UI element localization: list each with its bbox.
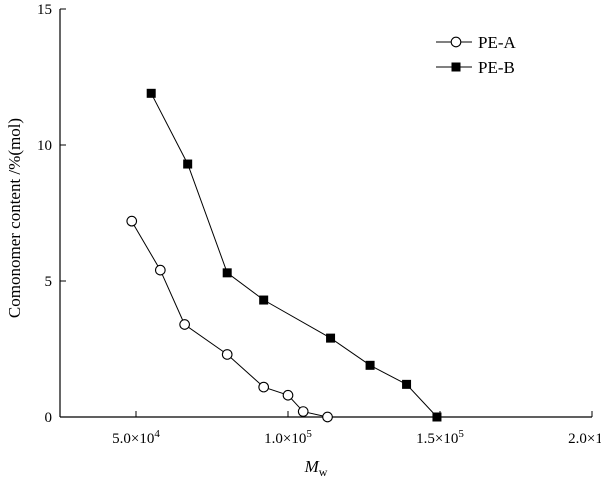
data-point xyxy=(222,268,232,278)
legend-marker xyxy=(451,62,461,72)
series-layer xyxy=(126,88,442,423)
x-tick-label: 2.0×105 xyxy=(568,428,601,447)
x-tick-label-exponent: 5 xyxy=(306,428,312,440)
data-point xyxy=(322,411,333,423)
x-tick-label-mantissa: 1.0×10 xyxy=(264,431,306,447)
x-axis-title: Mw xyxy=(304,457,328,479)
data-point xyxy=(258,381,270,393)
series-line xyxy=(150,93,438,418)
legend: PE-A PE-B xyxy=(436,33,517,77)
legend-label: PE-A xyxy=(478,33,517,52)
data-point xyxy=(402,379,412,389)
data-point xyxy=(179,319,190,330)
x-axis-title-main: M xyxy=(304,457,320,476)
x-axis-title-subscript: w xyxy=(319,465,328,479)
data-point xyxy=(126,215,138,227)
y-tick-label: 5 xyxy=(45,274,53,290)
legend-item: PE-B xyxy=(436,58,515,77)
legend-item: PE-A xyxy=(436,33,517,52)
data-point xyxy=(282,389,294,401)
data-point xyxy=(154,264,166,276)
y-tick-label: 10 xyxy=(37,138,52,154)
data-point xyxy=(297,406,309,417)
data-point xyxy=(432,412,442,422)
x-tick-label: 1.5×105 xyxy=(416,428,464,447)
data-point xyxy=(365,360,375,370)
y-tick-label: 0 xyxy=(45,410,53,426)
x-tick-label: 5.0×104 xyxy=(112,428,160,447)
data-point xyxy=(183,159,193,169)
x-tick-label-mantissa: 5.0×10 xyxy=(112,431,154,447)
legend-marker xyxy=(450,36,462,48)
series-pe-a xyxy=(126,215,333,423)
data-point xyxy=(221,349,233,360)
y-tick-label: 15 xyxy=(37,2,52,18)
data-point xyxy=(326,333,336,343)
x-tick-label-exponent: 4 xyxy=(154,428,160,440)
data-point xyxy=(259,295,269,305)
series-pe-b xyxy=(146,88,442,422)
x-tick-label: 1.0×105 xyxy=(264,428,312,447)
x-tick-label-mantissa: 2.0×10 xyxy=(568,431,601,447)
y-axis-title: Comonomer content /%(mol) xyxy=(5,118,24,318)
x-tick-label-mantissa: 1.5×10 xyxy=(416,431,458,447)
x-tick-label-exponent: 5 xyxy=(458,428,464,440)
data-point xyxy=(146,88,156,98)
legend-label: PE-B xyxy=(478,58,515,77)
